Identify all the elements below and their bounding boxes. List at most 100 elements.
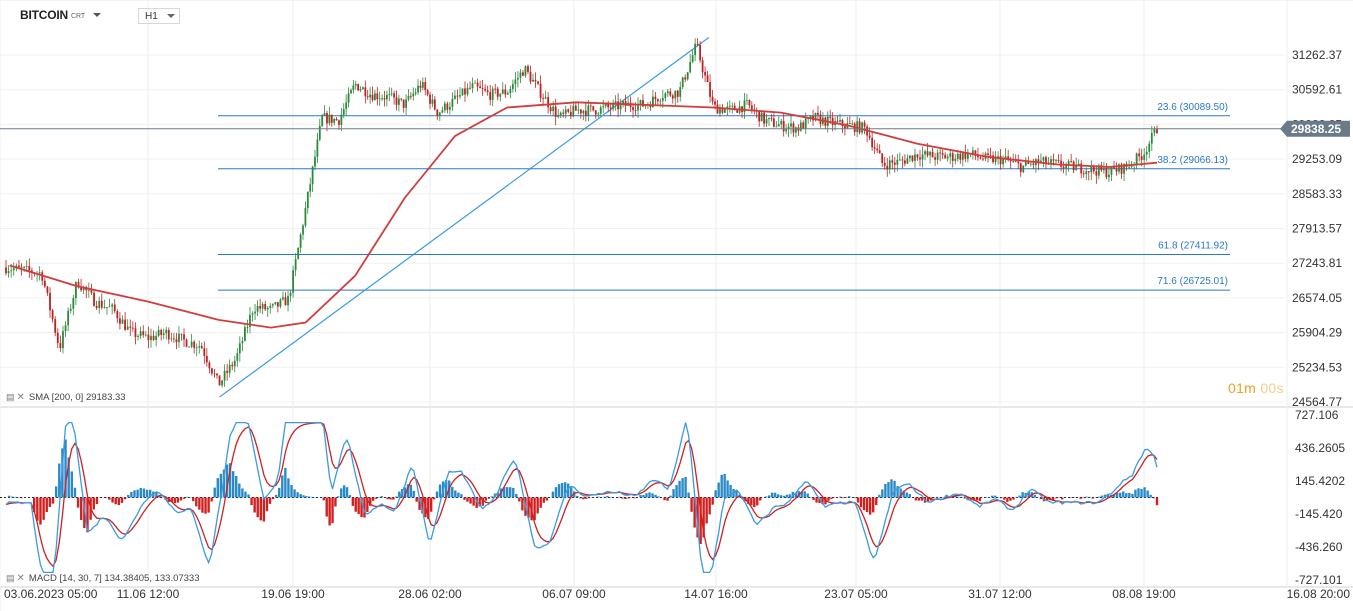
macd-histogram-bar: [363, 497, 366, 518]
candle-body: [1029, 163, 1032, 165]
macd-histogram-bar: [672, 489, 675, 498]
candle-body: [397, 98, 400, 105]
macd-histogram-bar: [108, 497, 111, 500]
candle-body: [921, 154, 924, 160]
macd-legend: ▤ ✕ MACD [14, 30, 7] 134.38405, 133.0733…: [6, 573, 200, 584]
candle-body: [282, 297, 284, 300]
macd-histogram-bar: [392, 497, 395, 500]
y-tick-label: 24564.77: [1292, 395, 1342, 409]
macd-histogram-bar: [173, 497, 177, 504]
macd-histogram-bar: [14, 496, 17, 498]
candle-body: [157, 329, 160, 336]
trend-line: [219, 37, 710, 398]
macd-histogram-bar: [1045, 497, 1049, 501]
close-icon[interactable]: ✕: [16, 573, 25, 584]
macd-histogram-bar: [684, 476, 687, 498]
macd-histogram-bar: [1012, 497, 1015, 500]
macd-histogram-bar: [48, 497, 52, 507]
candle-body: [1140, 156, 1143, 160]
candle-body: [1024, 161, 1027, 166]
timeframe-select[interactable]: H1: [138, 8, 180, 24]
settings-icon[interactable]: ▤: [6, 392, 15, 402]
candle-body: [760, 112, 763, 122]
macd-histogram-bar: [268, 497, 272, 504]
macd-histogram-bar: [496, 492, 500, 498]
candle-body: [436, 109, 439, 116]
candle-body: [597, 113, 600, 115]
candle-body: [274, 302, 277, 305]
symbol-selector[interactable]: BITCOIN CRT: [20, 8, 102, 22]
macd-histogram-bar: [207, 497, 210, 513]
candle-body: [765, 119, 768, 124]
candle-body: [567, 109, 570, 112]
candle-body: [719, 108, 721, 114]
macd-histogram-bar: [926, 497, 930, 502]
candle-body: [357, 84, 360, 91]
macd-histogram-bar: [785, 494, 789, 498]
candle-body: [221, 380, 223, 386]
macd-histogram-bar: [253, 497, 256, 513]
candle-body: [72, 298, 75, 309]
candle-body: [311, 166, 314, 185]
candle-body: [589, 105, 592, 107]
candle-body: [564, 109, 567, 114]
chevron-down-icon[interactable]: [93, 13, 102, 17]
settings-icon[interactable]: ▤: [6, 573, 15, 583]
candle-body: [106, 307, 108, 308]
macd-histogram-bar: [176, 497, 180, 503]
candle-body: [604, 104, 607, 107]
candle-body: [501, 89, 504, 94]
candle-body: [637, 104, 639, 111]
candle-body: [271, 304, 274, 306]
candle-body: [306, 191, 309, 209]
macd-histogram-bar: [1088, 496, 1091, 498]
macd-histogram-bar: [111, 497, 114, 503]
macd-histogram-bar: [800, 491, 803, 498]
candle-body: [276, 302, 279, 307]
macd-histogram-bar: [839, 496, 842, 498]
candle-body: [180, 333, 183, 335]
macd-histogram-bar: [231, 471, 235, 498]
macd-histogram-bar: [975, 497, 979, 501]
candle-body: [831, 117, 834, 126]
candle-body: [671, 95, 674, 99]
candle-body: [871, 137, 874, 148]
candle-body: [961, 152, 964, 160]
macd-histogram-bar: [821, 497, 824, 505]
macd-histogram-bar: [403, 487, 407, 498]
candle-body: [856, 121, 859, 133]
macd-histogram-bar: [984, 496, 988, 498]
candle-body: [1102, 168, 1105, 171]
macd-histogram-bar: [1122, 491, 1125, 498]
macd-y-tick-label: -436.260: [1295, 540, 1343, 554]
candle-body: [906, 158, 909, 164]
candle-body: [946, 156, 949, 159]
candle-body: [421, 82, 424, 88]
candle-body: [858, 121, 861, 133]
close-icon[interactable]: ✕: [16, 392, 25, 403]
candle-body: [476, 82, 479, 87]
candle-body: [909, 155, 911, 159]
candle-body: [200, 346, 203, 349]
candle-body: [496, 88, 499, 97]
macd-histogram-bar: [331, 497, 334, 524]
candle-body: [704, 71, 706, 76]
macd-histogram-bar: [862, 497, 866, 511]
macd-histogram-bar: [45, 497, 48, 513]
macd-histogram-bar: [305, 496, 308, 498]
candle-body: [509, 89, 512, 94]
candle-body: [1045, 157, 1047, 165]
macd-histogram-bar: [204, 497, 207, 514]
candle-body: [795, 127, 797, 133]
candle-body: [56, 332, 59, 344]
candle-body: [1150, 132, 1153, 144]
candle-body: [407, 95, 410, 100]
candle-body: [213, 373, 216, 375]
candle-body: [350, 89, 352, 94]
macd-histogram-bar: [337, 496, 340, 498]
macd-histogram-bar: [1039, 497, 1043, 500]
macd-histogram-bar: [1115, 492, 1119, 498]
macd-histogram-bar: [603, 496, 606, 498]
candle-body: [829, 116, 832, 118]
